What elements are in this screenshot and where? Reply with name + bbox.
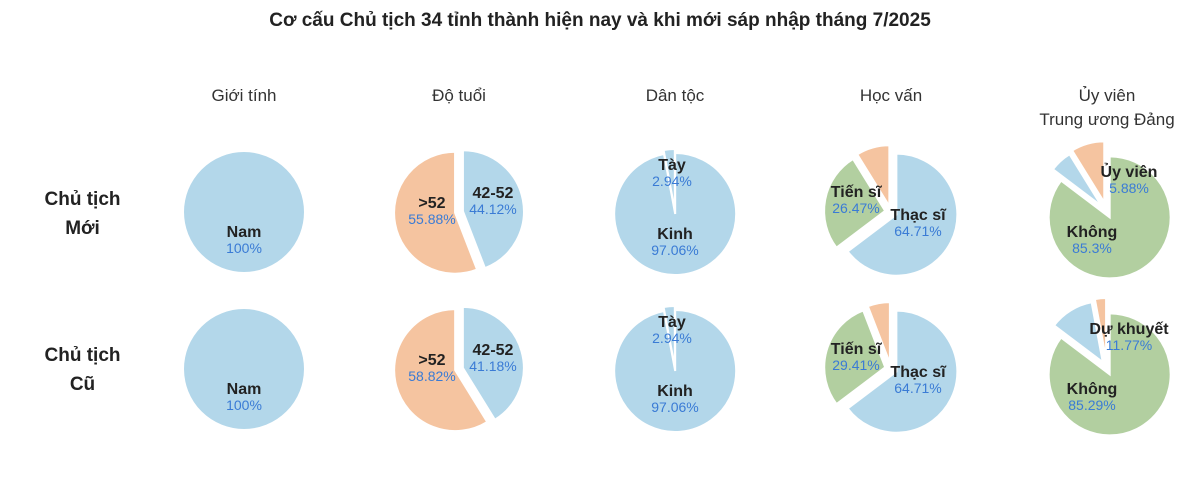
pie-slice: [461, 305, 525, 422]
slice-value-label: 2.94%: [652, 173, 692, 189]
slice-value-label: 100%: [226, 240, 262, 256]
slice-value-label: 58.82%: [408, 368, 455, 384]
slice-value-label: 64.71%: [894, 380, 941, 396]
pie-slice: [1047, 312, 1172, 437]
slice-value-label: 55.88%: [408, 211, 455, 227]
slice-category-label: Không: [1067, 224, 1118, 241]
pie-slice: [846, 152, 959, 277]
slice-value-label: 29.41%: [832, 357, 879, 373]
slice-category-label: Kinh: [657, 226, 693, 243]
pie-slice: [823, 157, 887, 250]
pie-slice: [1093, 297, 1108, 360]
column-header-education: Học vấn: [859, 86, 923, 105]
slice-category-label: Thạc sĩ: [890, 364, 947, 381]
row-header-old-line2: Cũ: [69, 374, 96, 395]
pie-slice: [182, 307, 306, 431]
slice-category-label: Nam: [227, 381, 262, 398]
column-header-ethnicity: Dân tộc: [645, 86, 705, 105]
pie-slice: [855, 144, 891, 210]
pie-slice: [846, 309, 959, 434]
pie-slice: [662, 148, 676, 211]
slice-category-label: Nam: [227, 224, 262, 241]
pie-slice: [1047, 155, 1172, 280]
slice-category-label: Dự khuyết: [1089, 321, 1169, 338]
pie-slice: [1052, 301, 1105, 365]
pie-slice: [866, 301, 891, 364]
row-header-old: Chủ tịch Cũ: [20, 341, 145, 399]
pie-slice: [613, 308, 738, 433]
slice-value-label: 85.3%: [1072, 240, 1112, 256]
slice-category-label: >52: [418, 352, 445, 369]
slice-value-label: 2.94%: [652, 330, 692, 346]
slice-value-label: 97.06%: [651, 399, 698, 415]
slice-category-label: Tày: [658, 157, 686, 174]
chart-title: Cơ cấu Chủ tịch 34 tỉnh thành hiện nay v…: [269, 10, 931, 31]
row-header-new: Chủ tịch Mới: [20, 185, 145, 243]
pie-slice: [662, 305, 676, 368]
column-header-party-member: Ủy viên Trung ương Đảng: [1017, 84, 1197, 132]
pie-slice: [1070, 140, 1106, 206]
slice-value-label: 44.12%: [469, 201, 516, 217]
slice-category-label: Tiến sĩ: [831, 341, 883, 358]
slice-value-label: 26.47%: [832, 200, 879, 216]
pie-slice: [613, 151, 738, 276]
row-header-old-line1: Chủ tịch: [44, 345, 121, 366]
slice-category-label: 42-52: [473, 342, 514, 359]
slice-value-label: 5.88%: [1109, 180, 1149, 196]
slice-value-label: 100%: [226, 397, 262, 413]
row-header-new-line1: Chủ tịch: [44, 189, 121, 210]
slice-category-label: Không: [1067, 381, 1118, 398]
slice-category-label: Thạc sĩ: [890, 207, 947, 224]
slice-category-label: >52: [418, 195, 445, 212]
pie-slice: [823, 309, 887, 406]
column-header-party-line1: Ủy viên: [1078, 86, 1136, 105]
pie-slice: [393, 308, 489, 433]
slice-value-label: 85.29%: [1068, 397, 1115, 413]
pie-slice: [461, 149, 525, 270]
slice-category-label: Ủy viên: [1101, 162, 1158, 181]
slice-category-label: 42-52: [473, 185, 514, 202]
slice-category-label: Tày: [658, 314, 686, 331]
pie-slice: [182, 150, 306, 274]
slice-value-label: 11.77%: [1106, 337, 1152, 353]
slice-value-label: 64.71%: [894, 223, 941, 239]
pie-slice: [393, 150, 479, 275]
column-header-gender: Giới tính: [211, 86, 277, 105]
slice-category-label: Kinh: [657, 383, 693, 400]
slice-value-label: 97.06%: [651, 242, 698, 258]
column-header-party-line2: Trung ương Đảng: [1039, 110, 1175, 129]
row-header-new-line2: Mới: [65, 218, 100, 239]
slice-value-label: 41.18%: [469, 358, 516, 374]
column-header-age: Độ tuổi: [432, 86, 486, 105]
slice-category-label: Tiến sĩ: [831, 184, 883, 201]
pie-slice: [1051, 152, 1103, 207]
